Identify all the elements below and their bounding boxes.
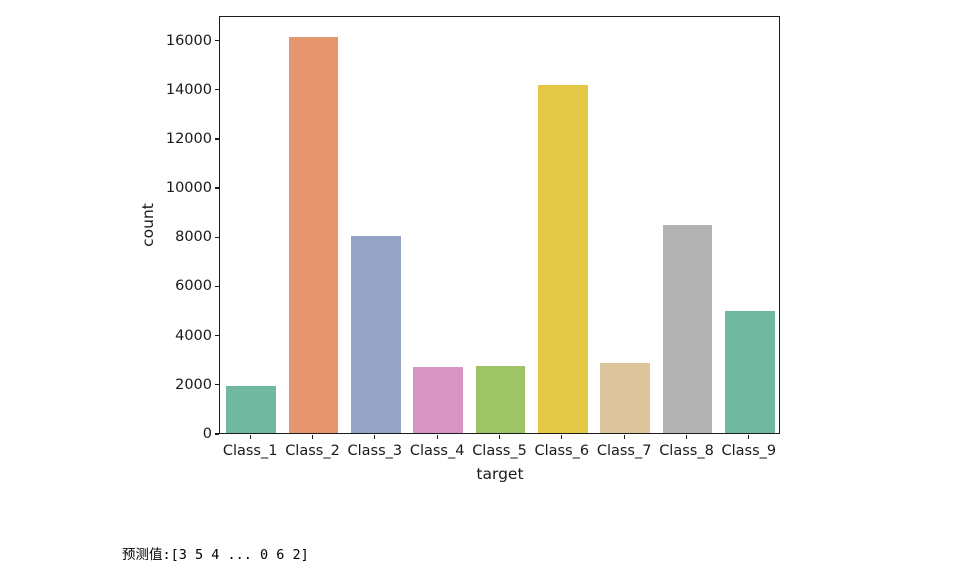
x-tick-mark (249, 434, 251, 439)
x-tick-label: Class_2 (285, 443, 340, 459)
bar-class_8 (662, 224, 713, 433)
bar-class_2 (288, 36, 339, 433)
bar-class_6 (537, 85, 588, 433)
x-tick-mark (498, 434, 501, 439)
x-tick-label: Class_9 (721, 443, 777, 459)
x-tick-label: Class_7 (596, 443, 652, 459)
x-tick-mark (311, 434, 314, 439)
x-tick-label: Class_6 (534, 443, 590, 459)
plot-area (219, 16, 780, 434)
y-axis-label: count (139, 203, 157, 247)
x-tick-label: Class_5 (472, 443, 527, 459)
y-tick-label: 8000 (175, 229, 212, 246)
x-tick-mark (561, 434, 563, 439)
x-tick-label: Class_4 (409, 443, 465, 459)
bar-class_7 (600, 363, 651, 433)
y-tick-label: 12000 (165, 130, 212, 147)
y-tick-mark (214, 39, 219, 42)
y-tick-label: 6000 (175, 278, 212, 295)
x-tick-mark (685, 434, 688, 439)
y-tick-label: 4000 (175, 327, 212, 344)
x-tick-mark (436, 434, 438, 439)
bar-class_4 (413, 366, 464, 433)
y-tick-label: 16000 (165, 32, 212, 49)
y-tick-mark (214, 187, 219, 189)
y-tick-mark (214, 433, 219, 435)
x-tick-mark (623, 434, 625, 439)
x-axis-label: target (476, 465, 524, 483)
bars-layer (220, 17, 779, 433)
y-tick-mark (214, 89, 219, 91)
y-tick-label: 14000 (165, 81, 212, 98)
bar-class_9 (724, 311, 775, 433)
bar-class_3 (350, 236, 401, 433)
bar-class_1 (226, 385, 277, 433)
y-tick-label: 2000 (175, 376, 212, 393)
x-tick-label: Class_1 (222, 443, 278, 459)
bar-class_5 (475, 365, 526, 433)
console-line-predictions: 预测值:[3 5 4 ... 0 6 2] (122, 547, 309, 563)
y-tick-mark (214, 236, 219, 238)
x-tick-mark (748, 434, 750, 439)
y-tick-mark (214, 138, 219, 140)
y-tick-label: 10000 (165, 180, 212, 197)
y-tick-mark (214, 334, 219, 337)
y-tick-mark (214, 285, 219, 288)
x-tick-mark (374, 434, 376, 439)
y-tick-mark (214, 384, 219, 386)
y-tick-label: 0 (202, 426, 212, 442)
console-output: 预测值:[3 5 4 ... 0 6 2] 评分： 0.786063921681… (122, 503, 350, 573)
x-tick-label: Class_3 (347, 443, 403, 459)
x-tick-label: Class_8 (659, 443, 714, 459)
